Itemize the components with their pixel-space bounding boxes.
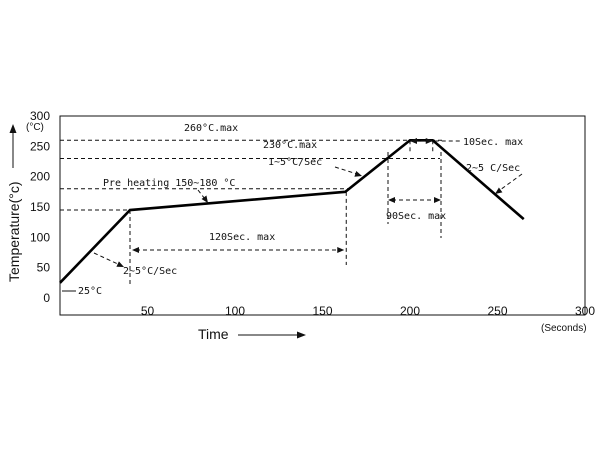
preheat-time-arrow-head-left: [132, 247, 139, 253]
x-axis-arrowhead: [297, 331, 306, 339]
ramp-up-peak-leader-head: [354, 170, 362, 177]
above230-label: 90Sec. max: [386, 211, 446, 222]
ramp-down-leader-head: [495, 187, 503, 194]
t230-max-label: 230°C.max: [263, 140, 317, 151]
hold-peak-arrow-head-left: [410, 138, 417, 144]
start-temp-label: 25°C: [78, 286, 102, 297]
y-axis-label: Temperature(°c): [6, 181, 22, 282]
preheat-time-label: 120Sec. max: [209, 232, 275, 243]
x-tick-label: 50: [141, 304, 155, 318]
y-tick-label: 100: [30, 230, 50, 244]
x-tick-label: 300: [575, 304, 595, 318]
x-tick-label: 150: [312, 304, 332, 318]
above230-arrow-head-right: [434, 197, 441, 203]
y-tick-label: 50: [37, 261, 51, 275]
above230-arrow-head-left: [388, 197, 395, 203]
ramp-up-start-leader-head: [116, 261, 124, 267]
x-tick-label: 250: [487, 304, 507, 318]
peak-max-label: 260°C.max: [184, 123, 238, 134]
y-unit-label: (°C): [26, 122, 44, 133]
temperature-profile-line: [59, 138, 525, 284]
x-axis-label: Time: [198, 326, 229, 342]
y-axis-arrowhead: [9, 124, 17, 133]
x-unit-label: (Seconds): [541, 323, 587, 334]
x-tick-label: 100: [225, 304, 245, 318]
preheat-label: Pre heating 150~180 °C: [103, 178, 235, 189]
ramp-down-label: 2~5 C/Sec: [466, 163, 520, 174]
ramp-up-peak-leader: [334, 166, 358, 175]
ramp-down-leader: [499, 173, 523, 191]
ramp-up-start-label: 2~5°C/Sec: [123, 266, 177, 277]
ramp-up-peak-label: 1~5°C/Sec: [268, 157, 322, 168]
y-tick-label: 250: [30, 139, 50, 153]
plot-frame: [59, 115, 586, 316]
hold-peak-label: 10Sec. max: [463, 137, 523, 148]
y-tick-label: 200: [30, 170, 50, 184]
y-tick-label: 0: [43, 291, 50, 305]
hold-peak-arrow-head-right: [425, 138, 433, 144]
y-tick-label: 300: [30, 109, 50, 123]
y-tick-label: 150: [30, 200, 50, 214]
ramp-up-start-leader: [93, 252, 121, 266]
preheat-time-arrow-head-right: [337, 247, 345, 253]
x-tick-label: 200: [400, 304, 420, 318]
preheat-leader-head: [201, 195, 208, 203]
